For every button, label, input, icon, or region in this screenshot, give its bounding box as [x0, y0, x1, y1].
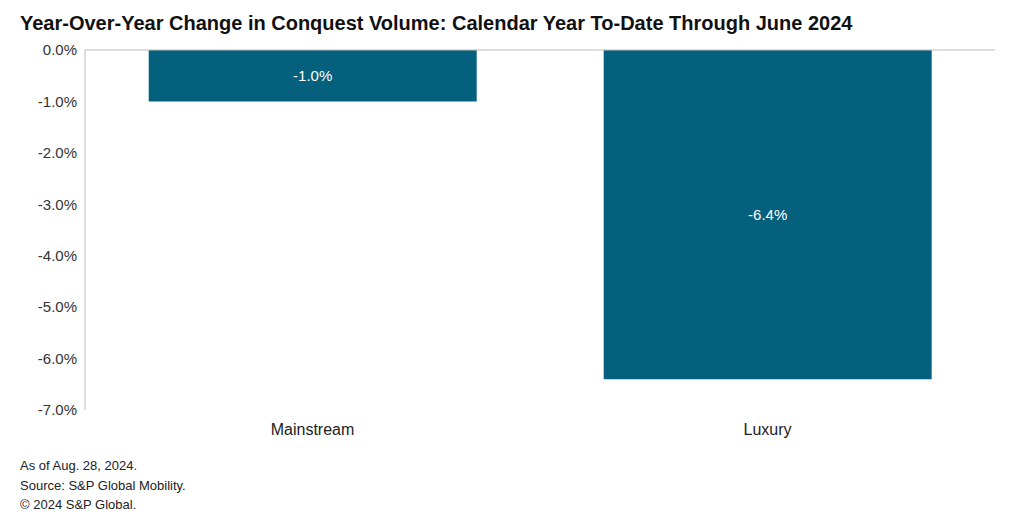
html-text:Year-Over-Year Change in Conqu: Year-Over-Year Change in Conquest Volume…	[20, 12, 853, 34]
html-text:© 2024 S&P Global.: © 2024 S&P Global.	[20, 497, 137, 512]
svg-text:-7.0%: -7.0%	[38, 401, 77, 418]
svg-text:-1.0%: -1.0%	[38, 93, 77, 110]
svg-text:-6.4%: -6.4%	[748, 206, 787, 223]
svg-text:-3.0%: -3.0%	[38, 196, 77, 213]
svg-text:0.0%: 0.0%	[43, 41, 77, 58]
svg-text:-4.0%: -4.0%	[38, 247, 77, 264]
html-text:As of Aug. 28, 2024.: As of Aug. 28, 2024.	[20, 458, 138, 473]
svg-text:-2.0%: -2.0%	[38, 144, 77, 161]
svg-text:Mainstream: Mainstream	[271, 421, 355, 438]
svg-text:-6.0%: -6.0%	[38, 350, 77, 367]
svg-text:-1.0%: -1.0%	[293, 67, 332, 84]
svg-text:-5.0%: -5.0%	[38, 298, 77, 315]
html-text:Source: S&P Global Mobility.: Source: S&P Global Mobility.	[20, 477, 186, 493]
svg-text:Luxury: Luxury	[743, 421, 791, 438]
